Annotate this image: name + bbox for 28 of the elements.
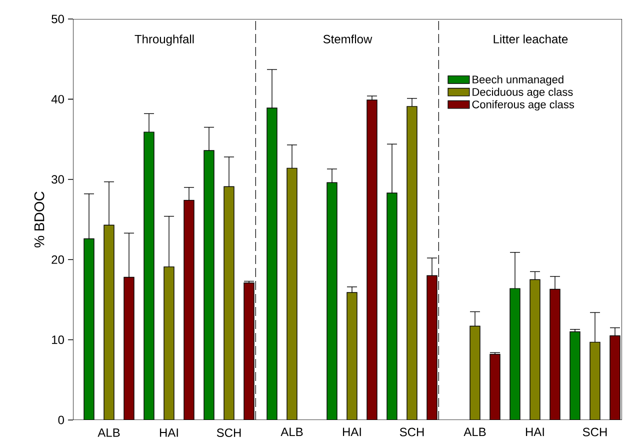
x-tick-label: ALB [464, 428, 486, 436]
x-tick-label: HAI [160, 428, 178, 437]
y-tick-label: 10 [52, 336, 64, 344]
legend-label: Coniferous age class [472, 100, 574, 111]
text: Litter leachate [494, 34, 568, 44]
x-tick-label: SCH [400, 428, 424, 436]
x-tick-label: SCH [582, 428, 607, 436]
legend-label: Deciduous age class [472, 88, 573, 98]
text: Throughfall [134, 34, 194, 46]
x-tick-label: ALB [280, 428, 303, 436]
bar [406, 106, 418, 420]
bar [287, 168, 298, 420]
y-tick-label: 20 [52, 255, 64, 264]
y-tick-label: 0 [58, 416, 64, 424]
text: Stemflow [323, 34, 372, 44]
bar [327, 182, 337, 420]
bar [267, 108, 278, 420]
y-tick-label: 40 [51, 94, 64, 104]
x-tick-label: ALB [98, 428, 120, 437]
legend-label: Beech unmanaged [472, 75, 564, 86]
bar [386, 192, 398, 420]
y-tick-label: 50 [52, 14, 64, 24]
y-tick-label: 30 [52, 175, 64, 184]
bar [550, 289, 560, 420]
x-tick-label: HAI [526, 428, 544, 436]
x-tick-label: HAI [342, 428, 361, 436]
x-tick-label: SCH [216, 428, 241, 438]
y-axis-title: % BDOC [34, 192, 44, 248]
